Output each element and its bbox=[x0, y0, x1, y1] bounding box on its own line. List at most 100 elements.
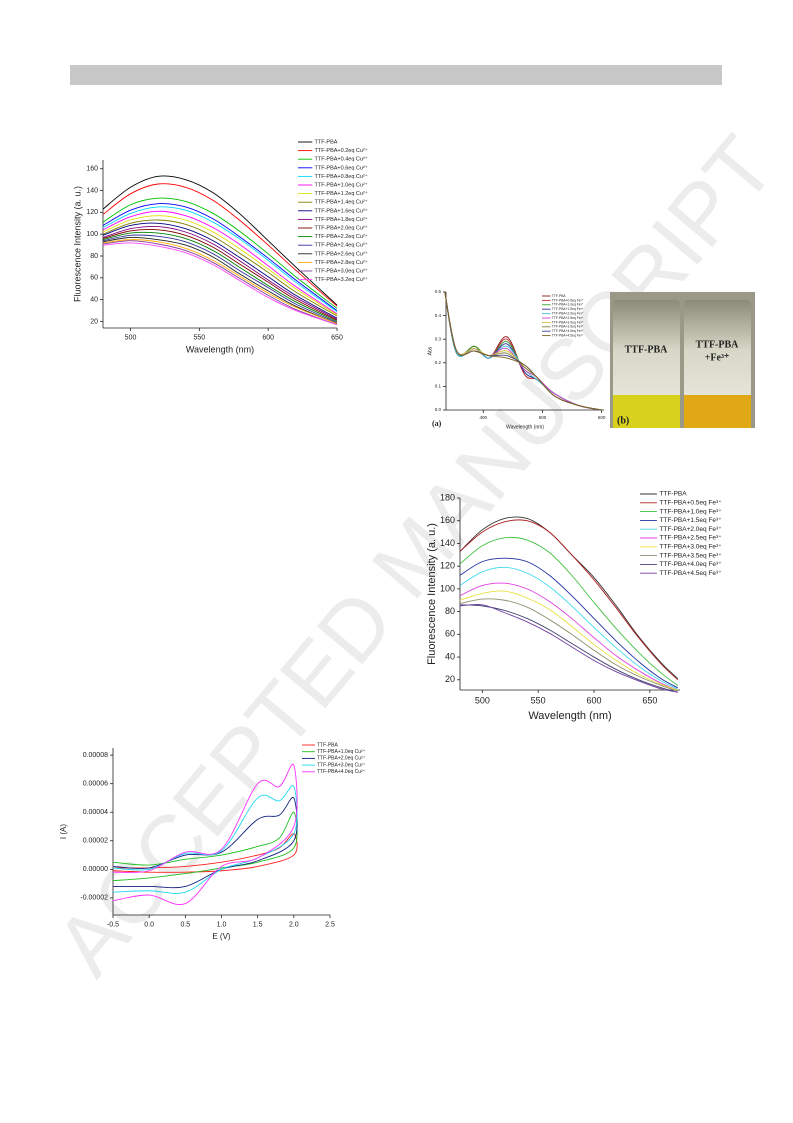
vial-label: +Fe³⁺ bbox=[705, 352, 730, 363]
x-tick-label: 1.5 bbox=[253, 921, 263, 928]
legend-label: TTF-PBA+3.2eq Cu²⁺ bbox=[315, 276, 368, 283]
panel-label: (b) bbox=[617, 415, 629, 426]
legend-label: TTF-PBA+3.5eq Fe³⁺ bbox=[660, 552, 723, 559]
data-line bbox=[102, 240, 338, 326]
y-tick-label: 80 bbox=[90, 253, 98, 260]
vial-label: TTF-PBA bbox=[625, 344, 669, 355]
legend-label: TTF-PBA+1.0eq Fe³⁺ bbox=[660, 508, 723, 515]
panel-label: (a) bbox=[432, 419, 442, 428]
legend-label: TTF-PBA+3.5eq Fe³⁺ bbox=[552, 325, 584, 329]
y-tick-label: 100 bbox=[440, 583, 455, 593]
legend-label: TTF-PBA+1.0eq Fe³⁺ bbox=[552, 303, 584, 307]
legend-label: TTF-PBA+0.2eq Cu²⁺ bbox=[315, 147, 368, 154]
legend-label: TTF-PBA+2.4eq Cu²⁺ bbox=[315, 242, 368, 249]
y-axis-title: I (A) bbox=[59, 824, 68, 839]
x-tick-label: 400 bbox=[480, 415, 488, 420]
legend-label: TTF-PBA+2.0eq Cu²⁺ bbox=[317, 756, 366, 762]
legend-label: TTF-PBA+1.0eq Cu²⁺ bbox=[315, 181, 368, 188]
data-line bbox=[459, 598, 678, 692]
legend-label: TTF-PBA+0.5eq Fe³⁺ bbox=[660, 500, 723, 507]
legend-label: TTF-PBA+2.5eq Fe³⁺ bbox=[660, 535, 723, 542]
y-tick-label: 40 bbox=[90, 296, 98, 303]
x-tick-label: 2.5 bbox=[325, 921, 335, 928]
y-tick-label: 120 bbox=[86, 209, 98, 216]
y-tick-label: 0.00006 bbox=[83, 781, 108, 788]
legend-label: TTF-PBA+4.0eq Fe³⁺ bbox=[660, 561, 723, 568]
y-tick-label: 100 bbox=[86, 231, 98, 238]
legend-label: TTF-PBA bbox=[552, 294, 567, 298]
legend-label: TTF-PBA+2.0eq Cu²⁺ bbox=[315, 224, 368, 231]
header-bar bbox=[70, 65, 722, 85]
chart: 20 40 60 80 100 120 140 160 180 500 550 600 650 Wavel… bbox=[426, 491, 722, 722]
y-tick-label: 0.1 bbox=[435, 384, 442, 389]
y-tick-label: -0.00002 bbox=[80, 895, 108, 902]
y-tick-label: 0.0 bbox=[435, 407, 442, 412]
data-line bbox=[112, 785, 298, 894]
x-tick-label: 550 bbox=[194, 334, 206, 341]
legend-label: TTF-PBA+3.0eq Fe³⁺ bbox=[552, 320, 584, 324]
y-tick-label: 140 bbox=[86, 187, 98, 194]
y-tick-label: 0.4 bbox=[435, 313, 442, 318]
data-line bbox=[102, 175, 338, 306]
legend-label: TTF-PBA+3.0eq Cu²⁺ bbox=[317, 762, 366, 768]
data-line bbox=[459, 536, 679, 686]
x-tick-label: -0.5 bbox=[107, 921, 119, 928]
data-line bbox=[459, 519, 679, 681]
y-tick-label: 20 bbox=[90, 318, 98, 325]
x-tick-label: 600 bbox=[598, 415, 606, 420]
data-line bbox=[459, 604, 678, 693]
y-tick-label: 140 bbox=[440, 538, 455, 548]
data-line bbox=[102, 231, 338, 322]
data-line bbox=[459, 566, 678, 690]
x-tick-label: 500 bbox=[475, 696, 490, 706]
x-axis-title: E (V) bbox=[212, 932, 231, 941]
y-axis-title: Abs bbox=[427, 346, 433, 355]
legend-label: TTF-PBA+1.2eq Cu²⁺ bbox=[315, 190, 368, 197]
x-tick-label: 500 bbox=[125, 334, 137, 341]
y-tick-label: 60 bbox=[445, 629, 455, 639]
legend-label: TTF-PBA+1.5eq Fe³⁺ bbox=[660, 517, 723, 524]
legend-label: TTF-PBA+1.0eq Cu²⁺ bbox=[317, 749, 366, 755]
data-line bbox=[102, 215, 338, 316]
chart: 0.0 0.1 0.2 0.3 0.4 0.5 400 500 600 Wavelength (n… bbox=[427, 289, 606, 430]
x-tick-label: 650 bbox=[642, 696, 657, 706]
x-axis-title: Wavelength (nm) bbox=[528, 710, 611, 722]
data-line bbox=[102, 222, 338, 319]
y-tick-label: 60 bbox=[90, 275, 98, 282]
y-tick-label: 180 bbox=[440, 492, 455, 502]
legend-label: TTF-PBA+0.8eq Cu²⁺ bbox=[315, 173, 368, 180]
legend-label: TTF-PBA+2.0eq Fe³⁺ bbox=[660, 526, 723, 533]
data-line bbox=[112, 763, 298, 906]
legend-label: TTF-PBA+1.4eq Cu²⁺ bbox=[315, 199, 368, 206]
legend-label: TTF-PBA+2.0eq Fe³⁺ bbox=[552, 311, 584, 315]
y-tick-label: 0.3 bbox=[435, 336, 442, 341]
legend-label: TTF-PBA+4.5eq Fe³⁺ bbox=[660, 570, 723, 577]
data-line bbox=[102, 239, 338, 325]
data-line bbox=[102, 234, 338, 323]
y-tick-label: 80 bbox=[445, 606, 455, 616]
y-tick-label: 0.2 bbox=[435, 360, 442, 365]
data-line bbox=[102, 210, 338, 315]
x-tick-label: 600 bbox=[262, 334, 274, 341]
x-tick-label: 0.0 bbox=[144, 921, 154, 928]
legend-label: TTF-PBA+2.2eq Cu²⁺ bbox=[315, 233, 368, 240]
legend-label: TTF-PBA bbox=[317, 742, 338, 748]
data-line bbox=[102, 242, 338, 326]
x-tick-label: 500 bbox=[539, 415, 547, 420]
data-line bbox=[102, 197, 338, 309]
legend-label: TTF-PBA+4.0eq Fe³⁺ bbox=[552, 329, 584, 333]
y-tick-label: 40 bbox=[445, 651, 455, 661]
legend-label: TTF-PBA+0.5eq Fe³⁺ bbox=[552, 298, 584, 302]
x-tick-label: 1.0 bbox=[217, 921, 227, 928]
legend-label: TTF-PBA+4.5eq Fe³⁺ bbox=[552, 333, 584, 337]
y-tick-label: 0.00000 bbox=[83, 866, 108, 873]
legend-label: TTF-PBA bbox=[315, 139, 338, 145]
data-line bbox=[102, 183, 338, 307]
data-line bbox=[112, 796, 298, 889]
legend-label: TTF-PBA+3.0eq Cu²⁺ bbox=[315, 267, 368, 274]
chart: 20 40 60 80 100 120 140 160 500 550 600 650 Waveleng… bbox=[72, 139, 367, 354]
legend-label: TTF-PBA+2.5eq Fe³⁺ bbox=[552, 316, 584, 320]
data-line bbox=[459, 604, 678, 693]
data-line bbox=[102, 229, 338, 321]
